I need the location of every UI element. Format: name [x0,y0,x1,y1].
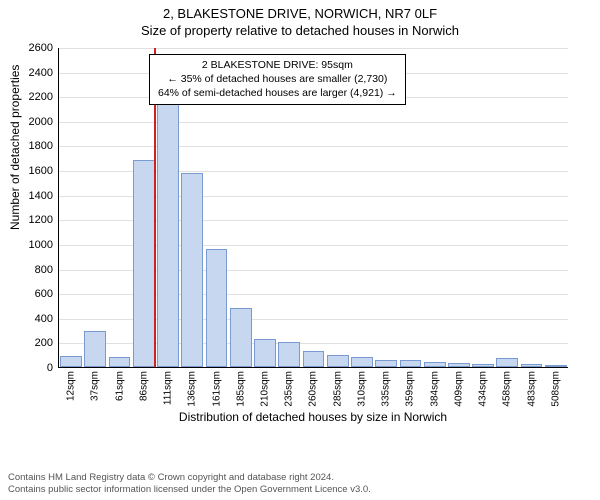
histogram-bar [230,308,252,367]
y-tick-label: 0 [47,362,53,374]
x-tick-label: 310sqm [356,371,367,407]
x-tick-label: 508sqm [550,371,561,407]
x-tick-label: 235sqm [284,371,295,407]
y-axis-label: Number of detached properties [8,65,22,230]
y-tick-label: 2200 [29,91,53,103]
y-tick-label: 1200 [29,214,53,226]
bar-slot: 434sqm [471,48,495,367]
footer-attribution: Contains HM Land Registry data © Crown c… [8,472,371,496]
x-tick-label: 458sqm [502,371,513,407]
x-tick-label: 210sqm [259,371,270,407]
footer-line1: Contains HM Land Registry data © Crown c… [8,472,371,484]
x-tick-label: 12sqm [66,371,77,401]
x-tick-label: 86sqm [138,371,149,401]
histogram-bar [254,339,276,367]
x-tick-label: 185sqm [235,371,246,407]
y-tick-label: 1400 [29,190,53,202]
x-tick-label: 409sqm [453,371,464,407]
page-title-line1: 2, BLAKESTONE DRIVE, NORWICH, NR7 0LF [0,6,600,21]
x-axis-label: Distribution of detached houses by size … [58,410,568,424]
y-tick-label: 600 [35,288,53,300]
histogram-bar [109,357,131,367]
histogram-bar [545,365,567,367]
bar-slot: 384sqm [423,48,447,367]
bar-slot: 458sqm [495,48,519,367]
histogram-bar [181,173,203,367]
x-tick-label: 434sqm [478,371,489,407]
histogram-bar [84,331,106,367]
histogram-bar [327,355,349,367]
histogram-bar [157,102,179,367]
histogram-bar [133,160,155,367]
y-tick-label: 1800 [29,140,53,152]
x-tick-label: 285sqm [332,371,343,407]
histogram-bar [206,249,228,367]
histogram-bar [521,364,543,367]
chart-container: 0200400600800100012001400160018002000220… [58,48,568,418]
histogram-bar [303,351,325,367]
bar-slot: 409sqm [447,48,471,367]
bar-slot: 12sqm [59,48,83,367]
histogram-bar [278,342,300,367]
histogram-bar [351,357,373,367]
bar-slot: 508sqm [544,48,568,367]
y-tick-label: 800 [35,264,53,276]
y-tick-label: 2600 [29,42,53,54]
x-tick-label: 359sqm [405,371,416,407]
y-tick-label: 1600 [29,165,53,177]
x-tick-label: 111sqm [163,371,174,405]
histogram-bar [400,360,422,367]
x-tick-label: 37sqm [90,371,101,401]
y-tick-label: 2400 [29,67,53,79]
histogram-bar [375,360,397,367]
bar-slot: 483sqm [519,48,543,367]
bar-slot: 37sqm [83,48,107,367]
page-title-line2: Size of property relative to detached ho… [0,23,600,38]
x-tick-label: 260sqm [308,371,319,407]
annotation-line3: 64% of semi-detached houses are larger (… [158,86,397,100]
x-tick-label: 136sqm [187,371,198,407]
annotation-box: 2 BLAKESTONE DRIVE: 95sqm ← 35% of detac… [149,54,406,105]
x-tick-label: 61sqm [114,371,125,401]
histogram-bar [448,363,470,367]
y-tick-label: 1000 [29,239,53,251]
histogram-bar [60,356,82,367]
x-tick-label: 335sqm [381,371,392,407]
histogram-bar [424,362,446,367]
x-tick-label: 483sqm [526,371,537,407]
y-tick-label: 400 [35,313,53,325]
annotation-line1: 2 BLAKESTONE DRIVE: 95sqm [158,58,397,72]
histogram-bar [496,358,518,367]
y-tick-label: 2000 [29,116,53,128]
footer-line2: Contains public sector information licen… [8,484,371,496]
x-tick-label: 161sqm [211,371,222,407]
x-tick-label: 384sqm [429,371,440,407]
plot-area: 0200400600800100012001400160018002000220… [58,48,568,368]
histogram-bar [472,364,494,367]
bar-slot: 61sqm [107,48,131,367]
annotation-line2: ← 35% of detached houses are smaller (2,… [158,72,397,86]
y-tick-label: 200 [35,337,53,349]
